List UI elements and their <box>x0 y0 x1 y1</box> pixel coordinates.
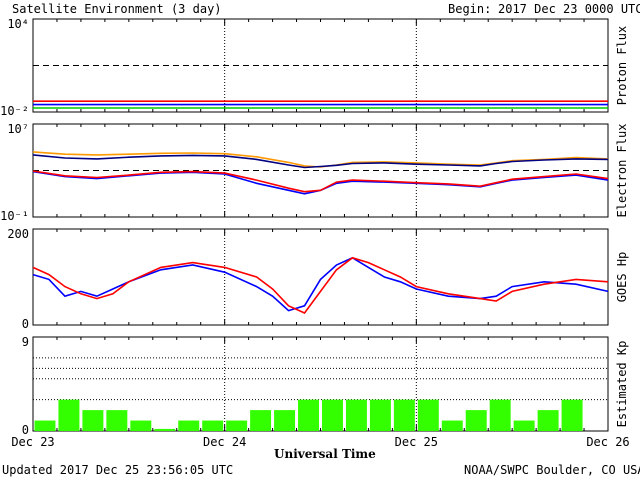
x-tick-label: Dec 24 <box>203 435 246 449</box>
kp-bar <box>226 420 248 431</box>
begin-value: 2017 Dec 23 0000 UTC <box>498 2 640 16</box>
credit-text: NOAA/SWPC Boulder, CO USA <box>464 463 640 477</box>
kp-bar <box>106 410 128 431</box>
kp-bar <box>82 410 104 431</box>
kp-bar <box>178 420 200 431</box>
x-tick-label: Dec 26 <box>586 435 629 449</box>
y-tick-label-top-kp: 9 <box>22 335 29 349</box>
panel-frame-hp <box>32 228 609 326</box>
kp-bar <box>561 399 583 431</box>
series-line-hp-1 <box>32 256 609 314</box>
y-tick-label-top-hp: 200 <box>7 227 29 241</box>
kp-bar <box>369 399 391 431</box>
x-axis-label: Universal Time <box>274 447 376 461</box>
series-line-electron-0 <box>32 151 609 168</box>
y-axis-label-kp: Estimated Kp <box>615 341 629 428</box>
kp-bar <box>489 399 511 431</box>
y-tick-label-bottom-hp: 0 <box>22 317 29 331</box>
y-tick-label-bottom-kp: 0 <box>22 423 29 437</box>
kp-bar <box>465 410 487 431</box>
y-axis-label-proton: Proton Flux <box>615 26 629 105</box>
kp-bar <box>154 428 176 431</box>
kp-bar <box>417 399 439 431</box>
kp-bar <box>393 399 415 431</box>
series-line-electron-3 <box>32 170 609 193</box>
kp-bar <box>441 420 463 431</box>
kp-bar <box>345 399 367 431</box>
y-tick-label-top-proton: 10⁴ <box>7 17 29 31</box>
series-line-hp-0 <box>32 256 609 312</box>
kp-bar <box>513 420 535 431</box>
y-tick-label-bottom-proton: 10⁻² <box>0 104 29 118</box>
y-tick-label-top-electron: 10⁷ <box>7 122 29 136</box>
y-tick-label-bottom-electron: 10⁻¹ <box>0 209 29 223</box>
panel-frame-proton <box>32 18 609 113</box>
x-tick-label: Dec 25 <box>395 435 438 449</box>
kp-bar <box>537 410 559 431</box>
panel-frame-electron <box>32 123 609 218</box>
kp-bar <box>202 420 224 431</box>
x-tick-label: Dec 23 <box>11 435 54 449</box>
chart-title: Satellite Environment (3 day) <box>12 2 222 16</box>
y-axis-label-hp: GOES Hp <box>615 252 629 303</box>
updated-timestamp: Updated 2017 Dec 25 23:56:05 UTC <box>2 463 234 477</box>
kp-bar <box>274 410 296 431</box>
kp-bar <box>130 420 152 431</box>
kp-bar <box>298 399 319 431</box>
series-line-electron-1 <box>32 154 609 169</box>
kp-bar <box>34 420 56 431</box>
kp-bar <box>58 399 80 431</box>
kp-bar <box>322 399 343 431</box>
y-axis-label-electron: Electron Flux <box>615 124 629 218</box>
kp-bar <box>250 410 272 431</box>
begin-label: Begin: <box>448 2 492 16</box>
